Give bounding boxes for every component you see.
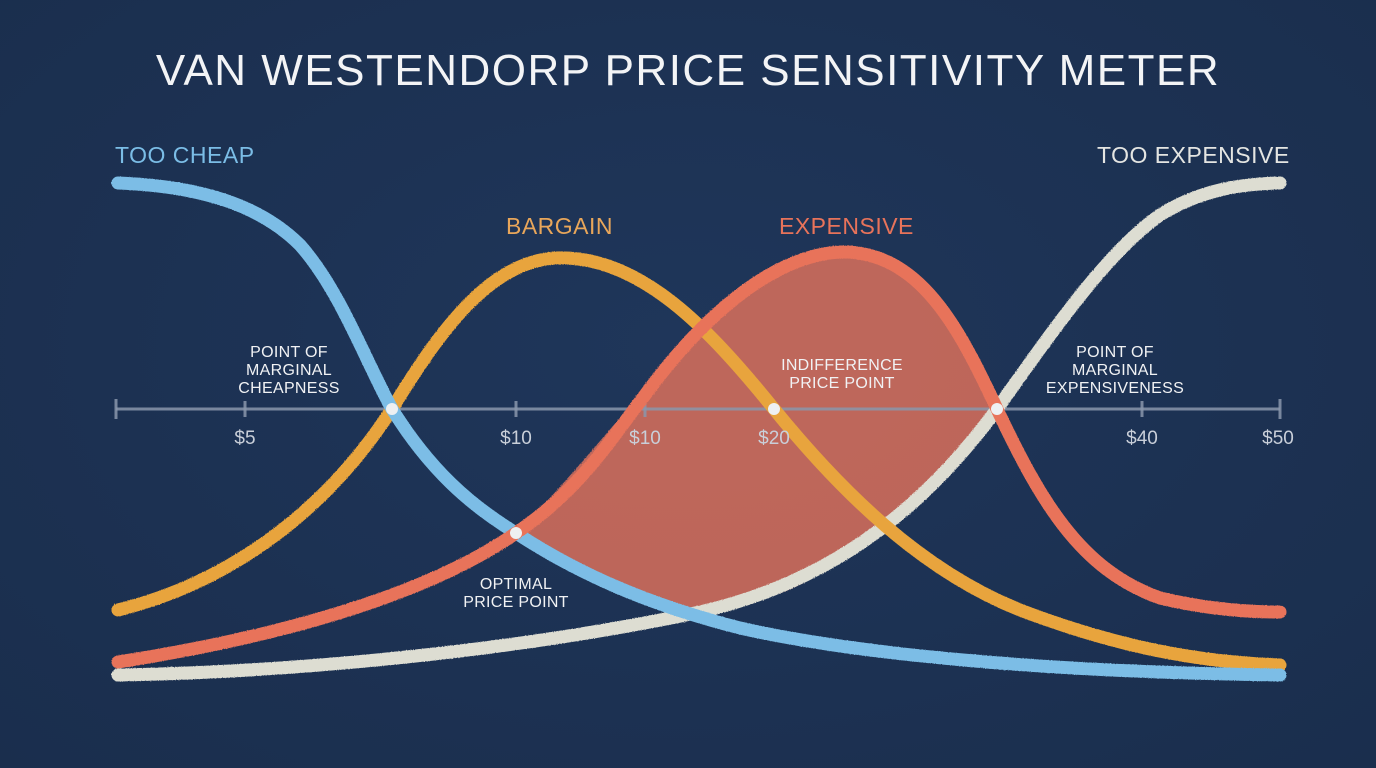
annotation-indifference-price: INDIFFERENCE PRICE POINT <box>781 357 903 392</box>
annotation-optimal-price: OPTIMAL PRICE POINT <box>463 576 569 611</box>
chart-title: VAN WESTENDORP PRICE SENSITIVITY METER <box>155 46 1221 95</box>
tick-label-40: $40 <box>1126 428 1158 449</box>
curve-too-expensive <box>111 176 1287 682</box>
label-bargain: BARGAIN <box>506 213 614 239</box>
marker-indifference-price <box>768 403 780 415</box>
tick-label-10b: $10 <box>629 428 661 449</box>
label-too-cheap: TOO CHEAP <box>115 142 255 168</box>
curve-too-cheap <box>111 176 1287 682</box>
curve-bargain <box>111 251 1287 672</box>
marker-optimal-price <box>510 527 522 539</box>
marker-marginal-expensiveness <box>991 403 1003 415</box>
label-expensive: EXPENSIVE <box>779 213 914 239</box>
tick-label-10a: $10 <box>500 428 532 449</box>
tick-label-20: $20 <box>758 428 790 449</box>
tick-label-5: $5 <box>234 428 256 449</box>
marker-marginal-cheapness <box>386 403 398 415</box>
label-too-expensive: TOO EXPENSIVE <box>1097 142 1290 168</box>
tick-label-50: $50 <box>1262 428 1294 449</box>
annotation-marginal-expensiveness: POINT OF MARGINAL EXPENSIVENESS <box>1045 344 1185 397</box>
annotation-marginal-cheapness: POINT OF MARGINAL CHEAPNESS <box>238 344 340 397</box>
curve-expensive <box>111 245 1287 669</box>
